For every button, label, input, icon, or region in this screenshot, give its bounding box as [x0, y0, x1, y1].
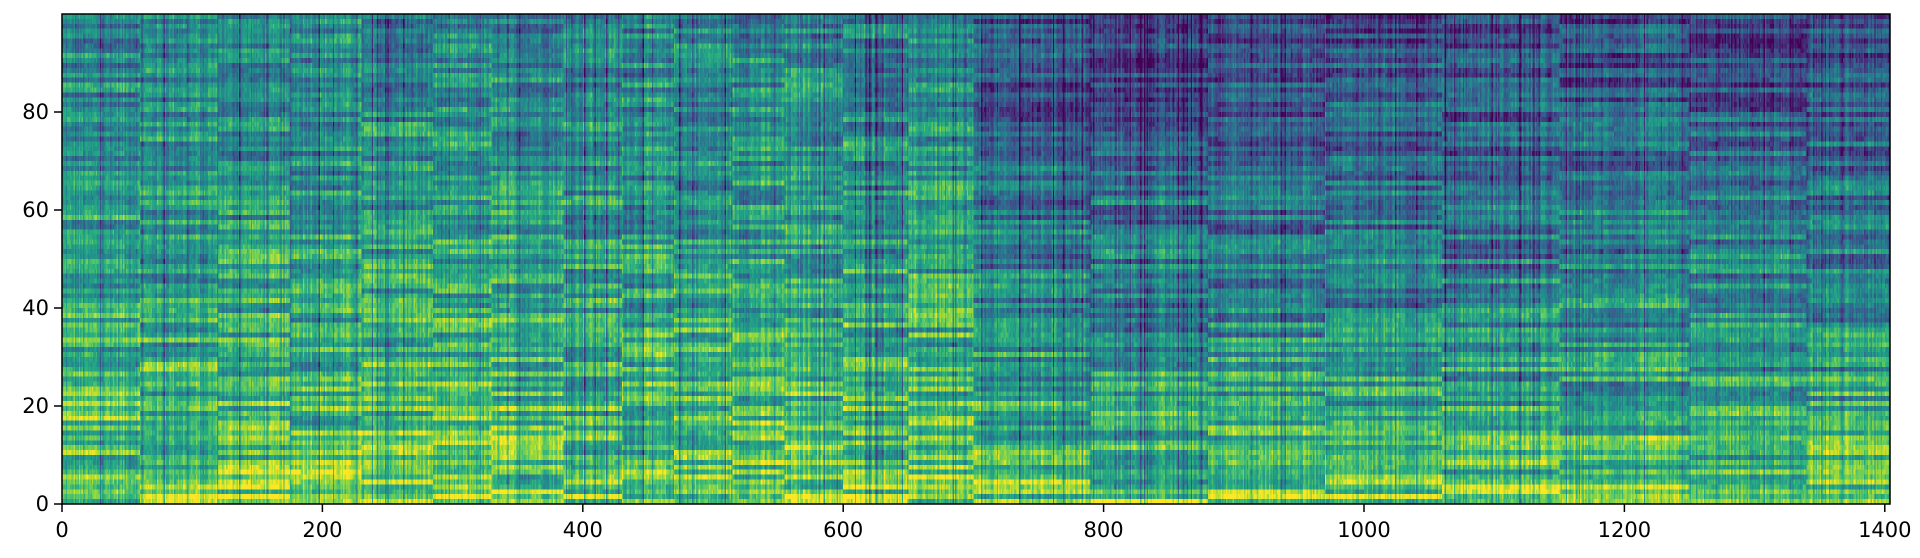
y-tick-label: 20 [22, 394, 49, 418]
y-axis: 0 20 40 60 80 [22, 100, 62, 516]
y-tick-label: 80 [22, 100, 49, 124]
x-tick-label: 1000 [1337, 518, 1390, 542]
spectrogram-heatmap [62, 14, 1890, 504]
x-tick-label: 0 [55, 518, 68, 542]
y-tick-label: 0 [36, 492, 49, 516]
x-tick-label: 600 [823, 518, 863, 542]
y-tick-label: 40 [22, 296, 49, 320]
spectrogram-image [62, 14, 1890, 504]
x-tick-label: 200 [302, 518, 342, 542]
x-tick-label: 400 [563, 518, 603, 542]
x-axis: 0 200 400 600 800 1000 1200 1400 [55, 504, 1912, 542]
x-tick-label: 800 [1084, 518, 1124, 542]
y-tick-label: 60 [22, 198, 49, 222]
x-tick-label: 1400 [1858, 518, 1911, 542]
axes-frame [61, 13, 1891, 505]
x-tick-label: 1200 [1598, 518, 1651, 542]
